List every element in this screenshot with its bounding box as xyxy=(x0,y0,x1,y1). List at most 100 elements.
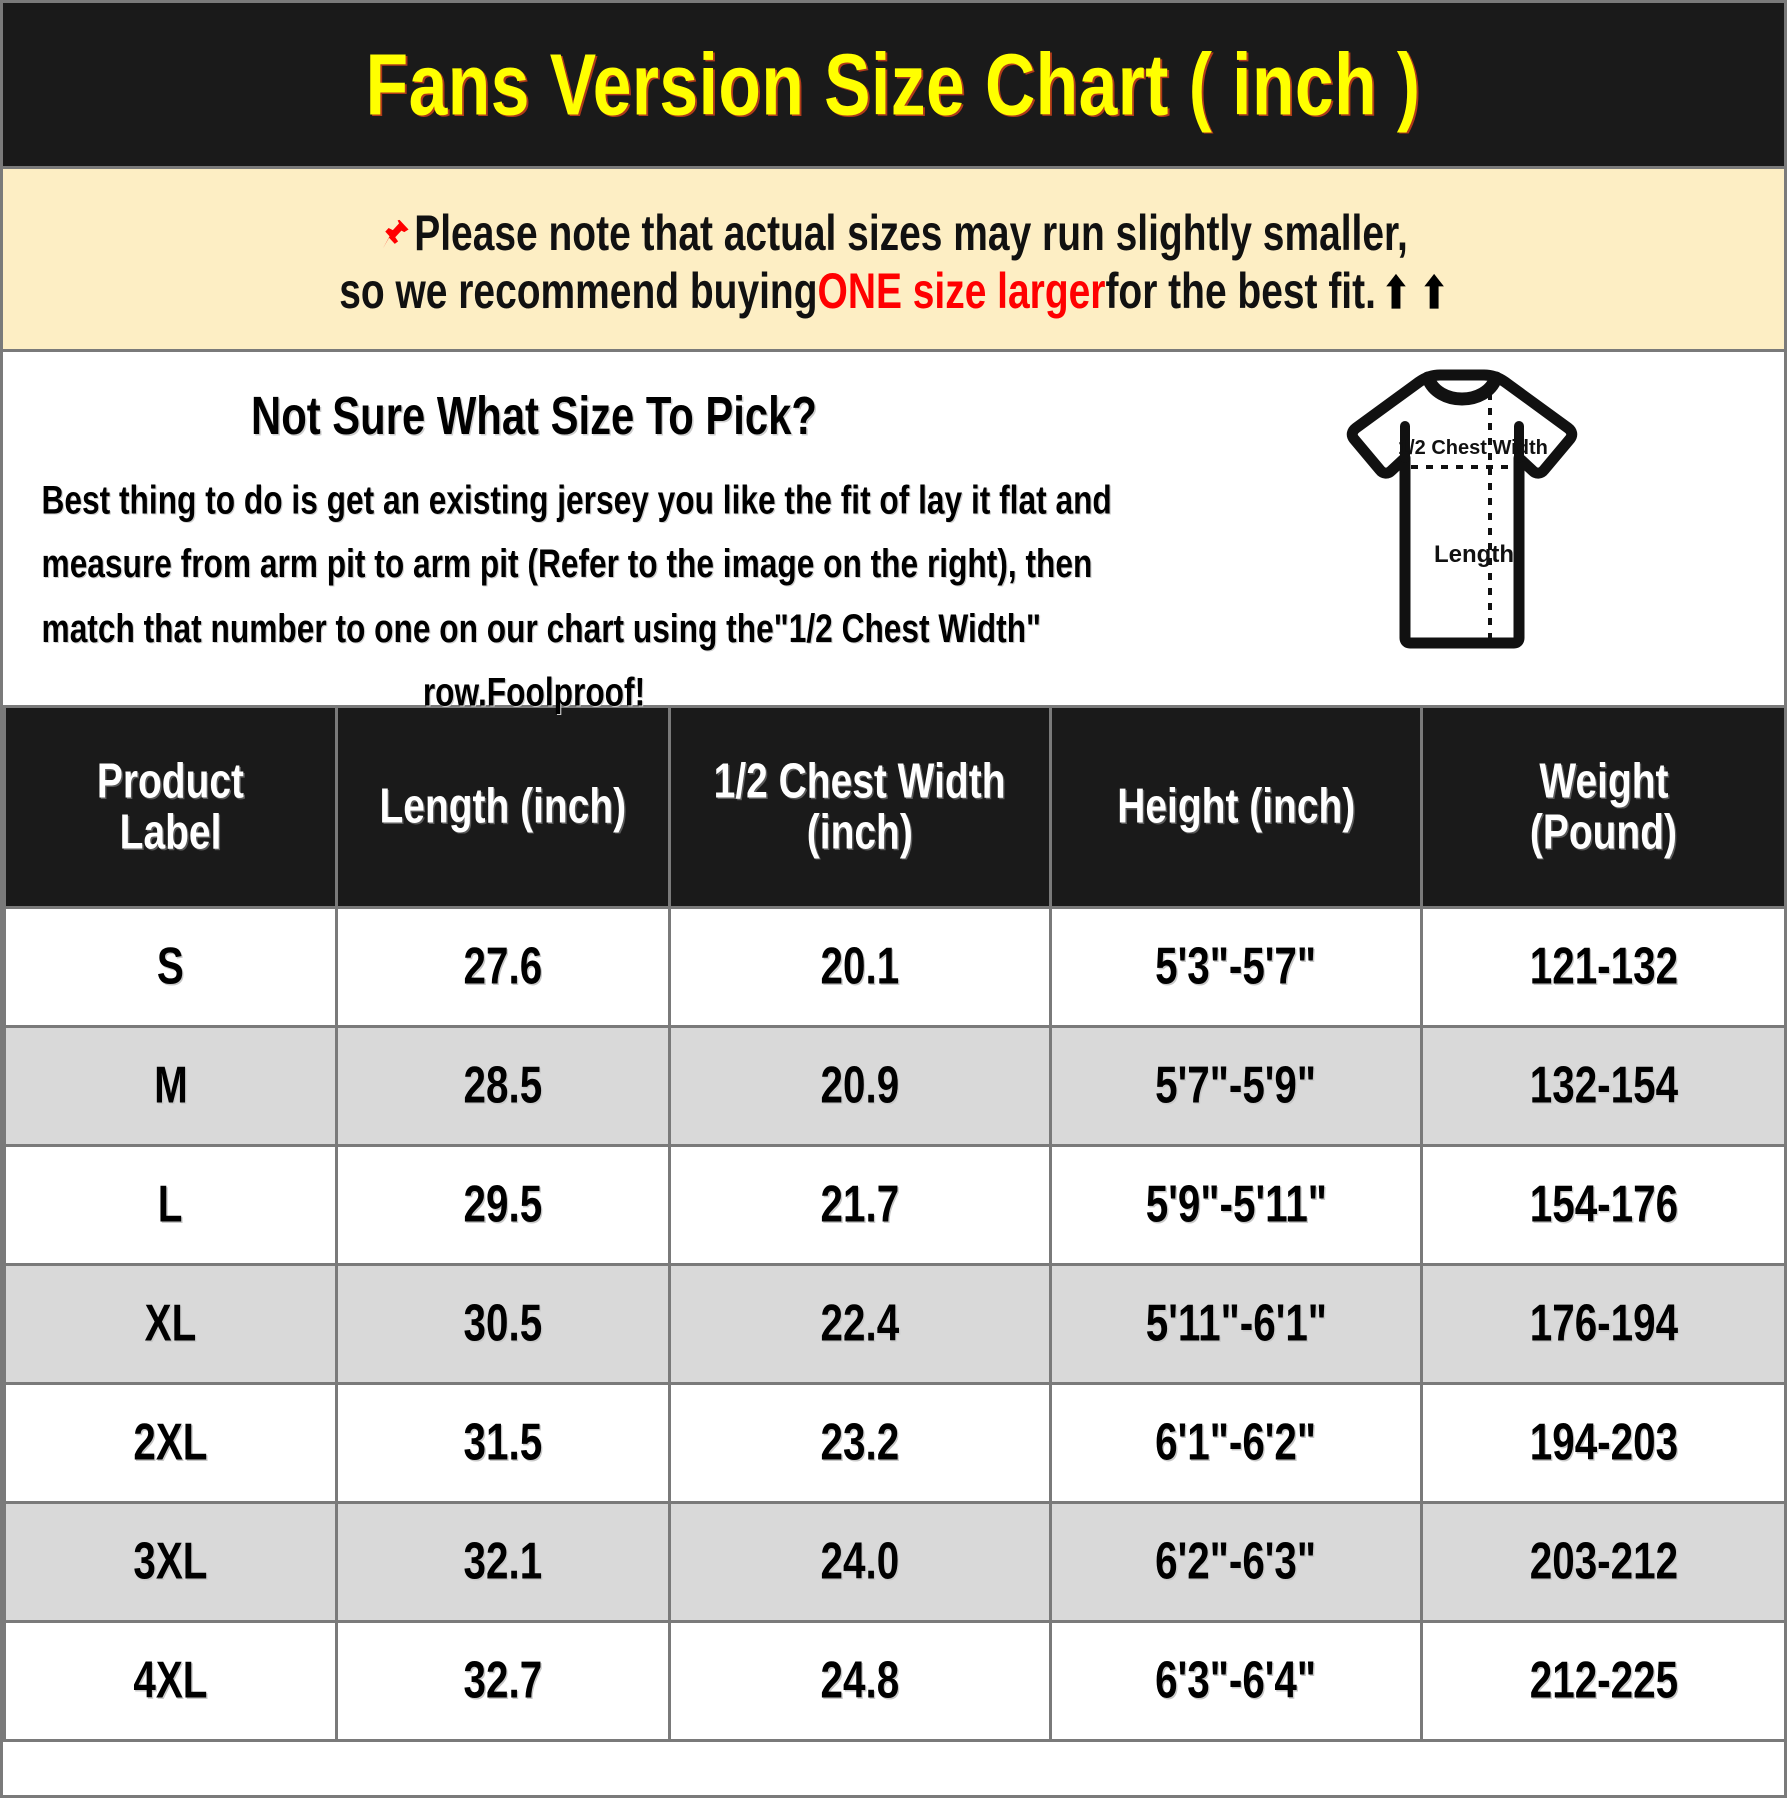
cell-text: 23.2 xyxy=(820,1413,900,1472)
table-row: 4XL 32.7 24.8 6'3"-6'4" 212-225 xyxy=(3,1620,1784,1742)
info-text-block: Not Sure What Size To Pick? Best thing t… xyxy=(3,352,1112,715)
cell-height: 6'1"-6'2" xyxy=(1049,1382,1423,1504)
arrow-up-icon: ⬆ ⬆ xyxy=(1381,267,1449,318)
cell-text: XL xyxy=(144,1294,197,1353)
column-header-height: Height (inch) xyxy=(1049,705,1423,909)
cell-text: 28.5 xyxy=(463,1056,543,1115)
cell-text: 121-132 xyxy=(1529,937,1678,996)
cell-height: 6'2"-6'3" xyxy=(1049,1501,1423,1623)
cell-text: 22.4 xyxy=(820,1294,900,1353)
header-line: Product xyxy=(96,753,245,809)
cell-text: 6'3"-6'4" xyxy=(1155,1651,1317,1710)
note-band: Please note that actual sizes may run sl… xyxy=(3,166,1784,352)
note-line-2: so we recommend buying ONE size larger f… xyxy=(339,259,1448,323)
info-heading: Not Sure What Size To Pick? xyxy=(251,386,817,447)
chest-width-label: 1/2 Chest Width xyxy=(1398,437,1548,459)
cell-text: 194-203 xyxy=(1529,1413,1678,1472)
length-label: Length xyxy=(1434,541,1514,568)
table-row: S 27.6 20.1 5'3"-5'7" 121-132 xyxy=(3,906,1784,1028)
cell-text: 176-194 xyxy=(1529,1294,1678,1353)
cell-length: 32.7 xyxy=(335,1620,671,1742)
cell-half-chest: 23.2 xyxy=(668,1382,1052,1504)
cell-length: 30.5 xyxy=(335,1263,671,1385)
cell-half-chest: 22.4 xyxy=(668,1263,1052,1385)
note-line-2-prefix: so we recommend buying xyxy=(338,262,818,320)
cell-text: L xyxy=(158,1175,183,1234)
cell-weight: 203-212 xyxy=(1420,1501,1784,1623)
info-body-line-1: Best thing to do is get an existing jers… xyxy=(41,477,1112,522)
table-row: XL 30.5 22.4 5'11"-6'1" 176-194 xyxy=(3,1263,1784,1385)
cell-text: 30.5 xyxy=(463,1294,543,1353)
cell-weight: 194-203 xyxy=(1420,1382,1784,1504)
cell-weight: 132-154 xyxy=(1420,1025,1784,1147)
cell-height: 5'7"-5'9" xyxy=(1049,1025,1423,1147)
info-body-line-3: match that number to one on our chart us… xyxy=(41,605,1042,651)
title-banner: Fans Version Size Chart ( inch ) xyxy=(3,3,1784,166)
column-header-half-chest-width: 1/2 Chest Width (inch) xyxy=(668,705,1052,909)
header-line: Weight xyxy=(1538,753,1669,809)
cell-text: 2XL xyxy=(133,1413,208,1472)
pushpin-icon xyxy=(380,216,412,251)
cell-text: 20.9 xyxy=(820,1056,900,1115)
table-row: M 28.5 20.9 5'7"-5'9" 132-154 xyxy=(3,1025,1784,1147)
cell-text: 5'3"-5'7" xyxy=(1155,937,1317,996)
note-line-1-text: Please note that actual sizes may run sl… xyxy=(413,204,1408,261)
info-section: Not Sure What Size To Pick? Best thing t… xyxy=(3,352,1784,715)
cell-text: 31.5 xyxy=(463,1413,543,1472)
cell-text: 5'9"-5'11" xyxy=(1145,1175,1327,1234)
cell-half-chest: 24.0 xyxy=(668,1501,1052,1623)
cell-text: 27.6 xyxy=(463,937,543,996)
cell-weight: 176-194 xyxy=(1420,1263,1784,1385)
cell-length: 32.1 xyxy=(335,1501,671,1623)
cell-length: 31.5 xyxy=(335,1382,671,1504)
cell-half-chest: 20.1 xyxy=(668,906,1052,1028)
cell-half-chest: 20.9 xyxy=(668,1025,1052,1147)
column-header-product-label: Product Label xyxy=(3,705,338,909)
cell-product-label: 3XL xyxy=(3,1501,338,1623)
column-header-length: Length (inch) xyxy=(335,705,671,909)
cell-height: 6'3"-6'4" xyxy=(1049,1620,1423,1742)
table-header: Product Label Length (inch) 1/2 Chest Wi… xyxy=(3,705,1784,909)
info-body: Best thing to do is get an existing jers… xyxy=(41,468,1112,725)
cell-text: 24.8 xyxy=(820,1651,900,1710)
table-row: 2XL 31.5 23.2 6'1"-6'2" 194-203 xyxy=(3,1382,1784,1504)
info-body-line-4: row.Foolproof! xyxy=(422,670,646,715)
header-line: Height (inch) xyxy=(1116,778,1356,834)
cell-text: 154-176 xyxy=(1529,1175,1678,1234)
cell-length: 29.5 xyxy=(335,1144,671,1266)
table-body: S 27.6 20.1 5'3"-5'7" 121-132 M 28.5 20.… xyxy=(3,906,1784,1742)
header-line: (Pound) xyxy=(1529,804,1678,860)
cell-product-label: XL xyxy=(3,1263,338,1385)
cell-text: 29.5 xyxy=(463,1175,543,1234)
cell-product-label: 4XL xyxy=(3,1620,338,1742)
table-row: L 29.5 21.7 5'9"-5'11" 154-176 xyxy=(3,1144,1784,1266)
note-emphasis: ONE size larger xyxy=(817,262,1106,320)
cell-text: 32.1 xyxy=(463,1532,543,1591)
cell-height: 5'9"-5'11" xyxy=(1049,1144,1423,1266)
cell-text: 212-225 xyxy=(1529,1651,1678,1710)
cell-product-label: S xyxy=(3,906,338,1028)
note-line-1: Please note that actual sizes may run sl… xyxy=(380,201,1408,265)
table-row: 3XL 32.1 24.0 6'2"-6'3" 203-212 xyxy=(3,1501,1784,1623)
cell-text: 21.7 xyxy=(820,1175,900,1234)
cell-text: 5'11"-6'1" xyxy=(1145,1294,1327,1353)
cell-text: M xyxy=(153,1056,188,1115)
header-line: 1/2 Chest Width xyxy=(714,753,1006,809)
cell-text: 20.1 xyxy=(820,937,900,996)
cell-product-label: 2XL xyxy=(3,1382,338,1504)
cell-product-label: M xyxy=(3,1025,338,1147)
tshirt-diagram-icon: 1/2 Chest Width Length xyxy=(1322,366,1602,656)
cell-text: 24.0 xyxy=(820,1532,900,1591)
header-line: Length (inch) xyxy=(379,778,627,834)
cell-weight: 154-176 xyxy=(1420,1144,1784,1266)
cell-text: 4XL xyxy=(133,1651,208,1710)
page-title: Fans Version Size Chart ( inch ) xyxy=(366,35,1421,134)
cell-text: 6'2"-6'3" xyxy=(1155,1532,1317,1591)
cell-product-label: L xyxy=(3,1144,338,1266)
cell-height: 5'11"-6'1" xyxy=(1049,1263,1423,1385)
cell-weight: 121-132 xyxy=(1420,906,1784,1028)
note-line-2-suffix: for the best fit. xyxy=(1105,262,1376,320)
cell-length: 27.6 xyxy=(335,906,671,1028)
header-line: (inch) xyxy=(806,804,914,860)
